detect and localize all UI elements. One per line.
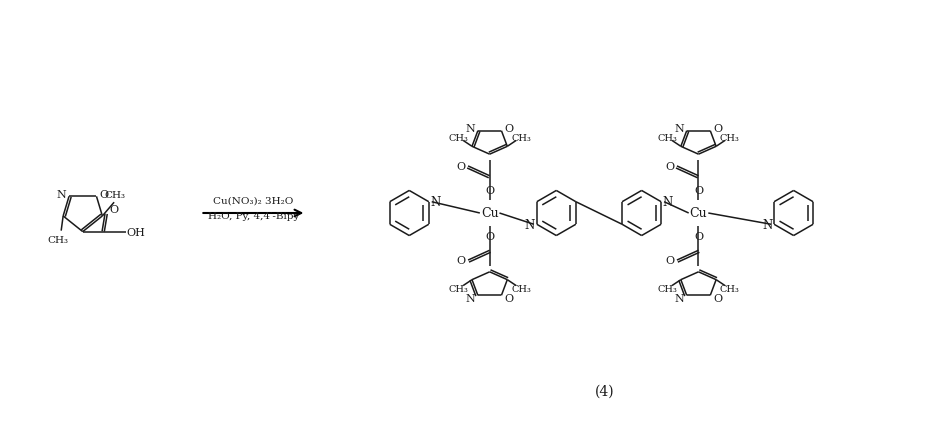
- Text: CH₃: CH₃: [657, 284, 677, 293]
- Text: N: N: [430, 196, 441, 209]
- Text: O: O: [457, 161, 465, 172]
- Text: O: O: [457, 256, 465, 265]
- Text: CH₃: CH₃: [511, 284, 531, 293]
- Text: O: O: [505, 294, 514, 304]
- Text: O: O: [694, 231, 703, 241]
- Text: O: O: [505, 124, 514, 133]
- Text: O: O: [485, 231, 495, 241]
- Text: N: N: [674, 124, 683, 133]
- Text: O: O: [666, 256, 675, 265]
- Text: CH₃: CH₃: [448, 134, 468, 143]
- Text: O: O: [100, 190, 109, 200]
- Text: O: O: [666, 161, 675, 172]
- Text: O: O: [110, 204, 119, 215]
- Text: N: N: [674, 294, 683, 304]
- Text: N: N: [663, 196, 673, 209]
- Text: O: O: [694, 186, 703, 196]
- Text: Cu(NO₃)₂ 3H₂O: Cu(NO₃)₂ 3H₂O: [213, 196, 294, 205]
- Text: CH₃: CH₃: [720, 284, 740, 293]
- Text: CH₃: CH₃: [657, 134, 677, 143]
- Text: N: N: [762, 218, 772, 231]
- Text: N: N: [465, 294, 475, 304]
- Text: CH₃: CH₃: [48, 236, 69, 245]
- Text: O: O: [485, 186, 495, 196]
- Text: CH₃: CH₃: [448, 284, 468, 293]
- Text: CH₃: CH₃: [720, 134, 740, 143]
- Text: CH₃: CH₃: [511, 134, 531, 143]
- Text: O: O: [714, 294, 723, 304]
- Text: OH: OH: [126, 227, 145, 237]
- Text: O: O: [714, 124, 723, 133]
- Text: H₂O, Py, 4,4′-Bipy: H₂O, Py, 4,4′-Bipy: [208, 212, 299, 221]
- Text: CH₃: CH₃: [105, 190, 126, 199]
- Text: (4): (4): [595, 383, 615, 397]
- Text: N: N: [57, 190, 66, 200]
- Text: N: N: [525, 218, 535, 231]
- Text: Cu: Cu: [690, 207, 707, 220]
- Text: N: N: [465, 124, 475, 133]
- Text: Cu: Cu: [480, 207, 498, 220]
